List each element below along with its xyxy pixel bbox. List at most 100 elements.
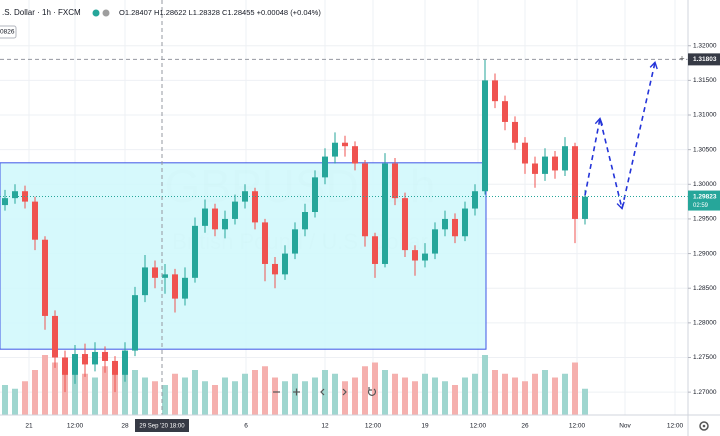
- volume-bar: [242, 373, 248, 415]
- candle-body: [152, 267, 158, 278]
- plot-area: GBPUSD, 1hBritish Pound / U.S. Dollar: [0, 0, 688, 415]
- volume-bar: [262, 366, 268, 415]
- gear[interactable]: [699, 421, 709, 431]
- volume-bar: [342, 381, 348, 415]
- volume-bar: [512, 377, 518, 415]
- volume-bar: [442, 381, 448, 415]
- volume-bar: [232, 381, 238, 415]
- volume-bar: [182, 377, 188, 415]
- candle-body: [492, 80, 498, 102]
- volume-bar: [362, 366, 368, 415]
- x-tick-label: 12: [321, 423, 329, 430]
- candle-body: [282, 253, 288, 275]
- candle-body: [142, 267, 148, 296]
- volume-bar: [22, 381, 28, 415]
- candle-body: [232, 201, 238, 219]
- candle-body: [542, 156, 548, 174]
- volume-bar: [472, 373, 478, 415]
- reset[interactable]: [367, 387, 377, 396]
- candle-body: [502, 101, 508, 122]
- scroll-right[interactable]: [342, 388, 347, 396]
- projection-arrowhead: [594, 117, 604, 126]
- y-tick-label: 1.28500: [693, 285, 717, 292]
- x-tick-label: 12:00: [365, 423, 382, 430]
- volume-bar: [132, 370, 138, 415]
- candle-body: [112, 360, 118, 375]
- volume-bar: [552, 377, 558, 415]
- volume-bar: [2, 385, 8, 415]
- candle-body: [532, 163, 538, 174]
- candle-body: [312, 177, 318, 213]
- volume-bar: [102, 366, 108, 415]
- x-tick-label: 19: [421, 423, 429, 430]
- y-tick-label: 1.30500: [693, 146, 717, 153]
- crosshair-time-label: 29 Sep '20 18:00: [139, 424, 185, 430]
- candle-body: [482, 80, 488, 192]
- volume-bar: [522, 381, 528, 415]
- volume-bar: [202, 381, 208, 415]
- candle-body: [72, 354, 78, 375]
- volume-bar: [542, 370, 548, 415]
- candle-body: [172, 274, 178, 299]
- gear-center[interactable]: [702, 424, 706, 428]
- volume-bar: [382, 370, 388, 415]
- candle-body: [422, 253, 428, 261]
- candle-body: [212, 208, 218, 230]
- volume-bar: [142, 377, 148, 415]
- candle-body: [322, 156, 328, 178]
- x-tick-label: 12:00: [470, 423, 487, 430]
- status-icon: [102, 9, 110, 17]
- x-tick-label: 6: [244, 423, 248, 430]
- candle-body: [442, 218, 448, 230]
- scroll-left[interactable]: [320, 388, 325, 396]
- crosshair-time-box: [135, 419, 189, 432]
- y-tick-label: 1.31500: [693, 77, 717, 84]
- volume-bar: [332, 373, 338, 415]
- symbol-text: .S. Dollar · 1h · FXCM: [2, 8, 81, 17]
- candle-body: [192, 225, 198, 278]
- volume-bar: [412, 381, 418, 415]
- volume-bar: [292, 373, 298, 415]
- volume-bar: [572, 362, 578, 415]
- candle-body: [402, 198, 408, 251]
- candle-body: [62, 357, 68, 375]
- volume-bar: [482, 355, 488, 415]
- settings-icon[interactable]: [699, 421, 709, 431]
- candle-body: [122, 350, 128, 375]
- candle-body: [12, 191, 18, 199]
- countdown-label: 02:59: [693, 203, 709, 209]
- volume-bar: [52, 362, 58, 415]
- ohlc-text: O1.28407 H1.28622 L1.28328 C1.28455 +0.0…: [119, 8, 321, 17]
- candle-body: [2, 198, 8, 206]
- volume-bar: [272, 377, 278, 415]
- x-tick-label: 12:00: [667, 423, 684, 430]
- volume-bar: [212, 385, 218, 415]
- volume-bar: [172, 373, 178, 415]
- candle-body: [132, 295, 138, 351]
- candle-body: [342, 142, 348, 147]
- candle-body: [222, 218, 228, 230]
- crosshair-plus: +: [679, 54, 684, 64]
- candle-body: [292, 229, 298, 254]
- candle-body: [52, 315, 58, 358]
- y-tick-label: 1.29500: [693, 216, 717, 223]
- candle-body: [462, 208, 468, 237]
- y-tick-label: 1.31000: [693, 112, 717, 119]
- volume-bar: [462, 377, 468, 415]
- crosshair-price-label: 1.31803: [693, 56, 717, 63]
- candle-body: [252, 191, 258, 223]
- zoom-toolbar[interactable]: [273, 387, 377, 396]
- volume-bar: [372, 362, 378, 415]
- candle-body: [522, 142, 528, 164]
- volume-bar: [162, 385, 168, 415]
- candle-body: [362, 163, 368, 237]
- volume-bar: [252, 370, 258, 415]
- x-tick-label: 26: [521, 423, 529, 430]
- candle-body: [582, 196, 588, 219]
- y-tick-label: 1.27000: [693, 389, 717, 396]
- candle-body: [392, 163, 398, 199]
- volume-bar: [402, 377, 408, 415]
- y-tick-label: 1.27500: [693, 354, 717, 361]
- candle-body: [242, 191, 248, 202]
- candle-body: [302, 212, 308, 230]
